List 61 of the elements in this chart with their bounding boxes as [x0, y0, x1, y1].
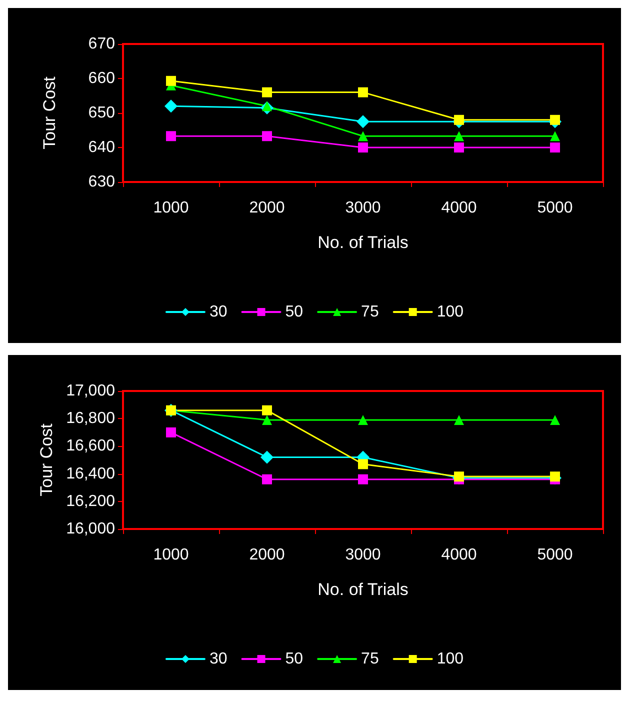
- point: [454, 131, 464, 142]
- point: [454, 114, 464, 125]
- point: [166, 131, 176, 142]
- legend-label: 30: [209, 650, 228, 668]
- y-tick-label: 16,400: [66, 465, 116, 482]
- point: [164, 100, 178, 113]
- x-tick-label: 3000: [345, 546, 381, 564]
- point: [358, 142, 368, 152]
- legend-label: 50: [285, 304, 304, 320]
- point: [262, 474, 272, 484]
- y-tick-label: 16,000: [66, 520, 116, 538]
- y-tick-label: 640: [88, 139, 116, 156]
- point: [454, 142, 464, 152]
- y-tick-label: 16,800: [66, 410, 116, 428]
- point: [262, 101, 272, 112]
- point: [550, 142, 560, 152]
- point: [454, 472, 464, 482]
- point: [550, 114, 560, 125]
- x-tick-label: 5000: [537, 546, 573, 564]
- x-axis-title: No. of Trials: [318, 233, 408, 252]
- point: [358, 414, 368, 425]
- point: [166, 76, 176, 86]
- point: [262, 131, 272, 142]
- point: [260, 450, 274, 464]
- point: [550, 131, 560, 142]
- y-tick-label: 650: [88, 104, 116, 122]
- x-axis-title: No. of Trials: [318, 580, 408, 599]
- legend-label: 30: [209, 304, 228, 320]
- y-tick-label: 630: [88, 174, 116, 190]
- point: [454, 414, 464, 425]
- point: [550, 414, 560, 425]
- point: [262, 87, 272, 98]
- x-tick-label: 1000: [153, 546, 189, 564]
- point: [358, 474, 368, 484]
- y-axis-title: Tour Cost: [37, 423, 56, 496]
- y-axis-title: Tour Cost: [40, 76, 59, 150]
- point: [358, 459, 368, 470]
- legend-label: 75: [361, 650, 379, 668]
- y-tick-label: 670: [88, 36, 116, 52]
- y-tick-label: 660: [88, 70, 116, 87]
- x-tick-label: 1000: [153, 200, 189, 216]
- x-tick-label: 2000: [249, 200, 285, 216]
- point: [550, 472, 560, 482]
- y-tick-label: 16,600: [66, 438, 116, 455]
- point: [166, 427, 176, 438]
- legend-label: 50: [285, 650, 304, 668]
- point: [356, 115, 370, 128]
- x-tick-label: 4000: [441, 546, 477, 564]
- legend-label: 100: [436, 650, 464, 668]
- point: [262, 405, 272, 416]
- x-tick-label: 4000: [441, 200, 477, 216]
- legend-label: 75: [361, 304, 379, 320]
- point: [358, 87, 368, 98]
- x-tick-label: 3000: [345, 200, 381, 216]
- x-tick-label: 2000: [249, 546, 285, 564]
- point: [358, 131, 368, 142]
- point: [262, 414, 272, 425]
- y-tick-label: 17,000: [66, 382, 116, 400]
- x-tick-label: 5000: [537, 200, 573, 216]
- legend-label: 100: [436, 304, 464, 320]
- y-tick-label: 16,200: [66, 492, 116, 510]
